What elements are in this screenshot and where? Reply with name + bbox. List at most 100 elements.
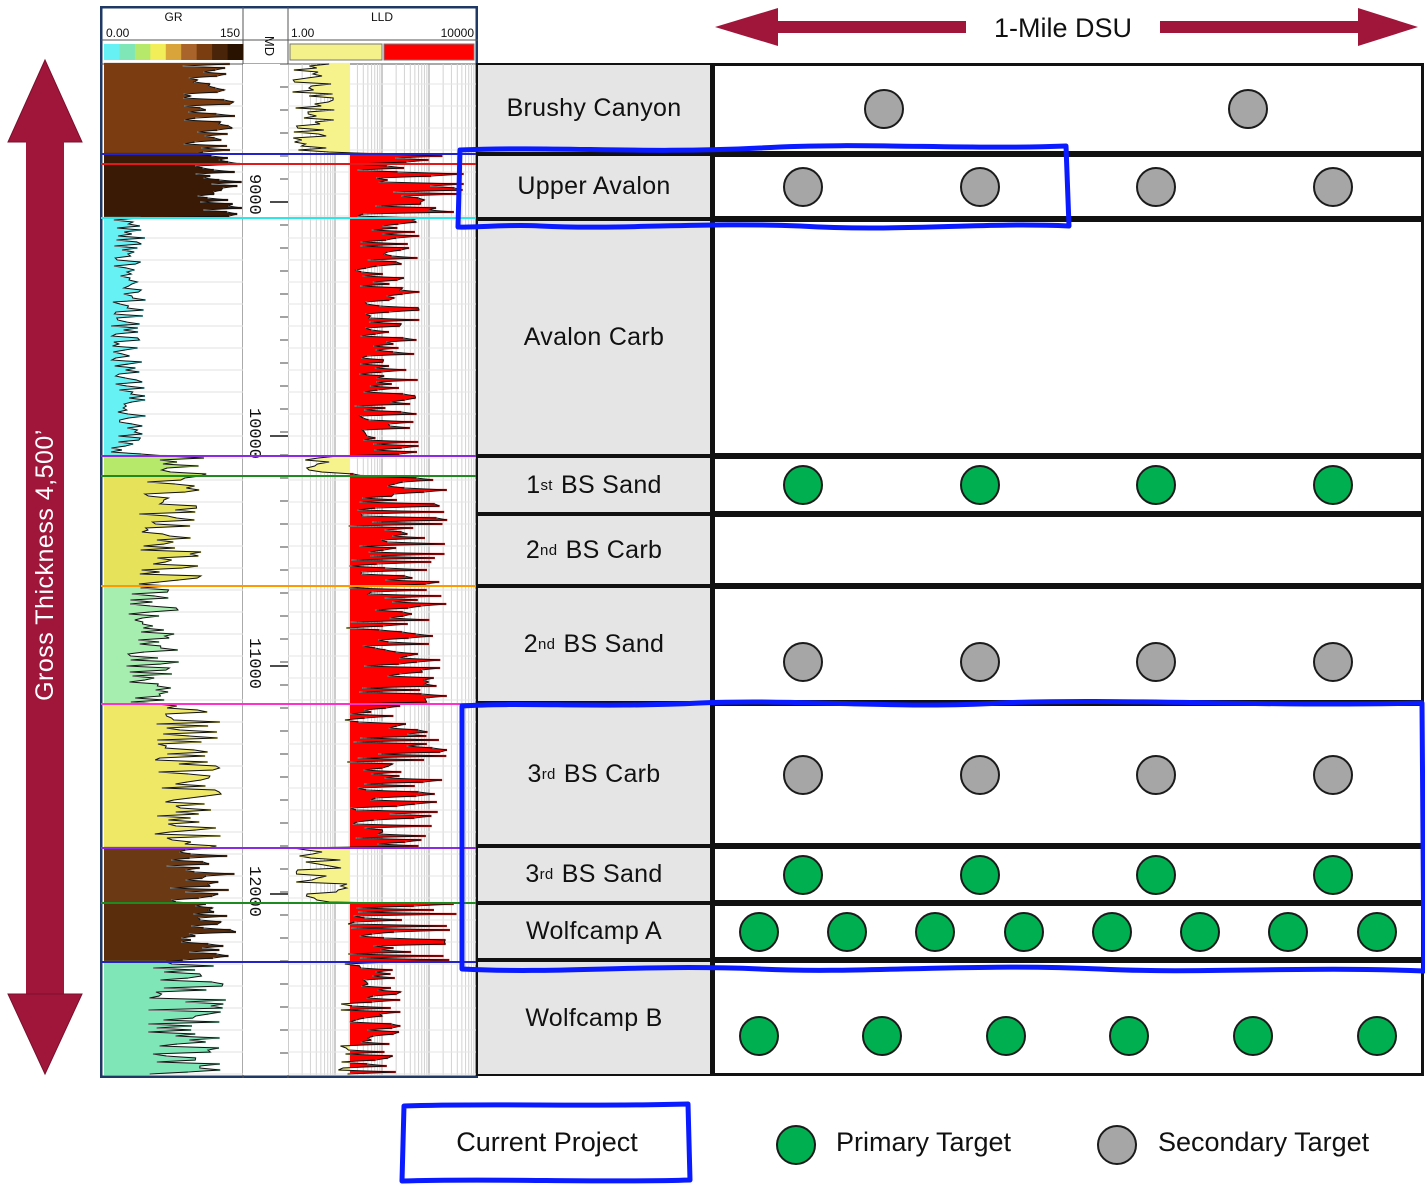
secondary-target-well: [1136, 166, 1177, 207]
gr-color-scale: [227, 44, 244, 60]
primary-target-well: [783, 854, 824, 895]
formation-name-text: Avalon Carb: [523, 323, 665, 351]
gross-arrow-bottom-head: [7, 993, 83, 1076]
secondary-target-well: [1312, 754, 1353, 795]
gr-color-scale: [134, 44, 151, 60]
gr-color-scale: [104, 44, 120, 60]
lld-track-title: LLD: [371, 10, 393, 24]
lld-scale-low: [289, 43, 383, 61]
secondary-target-well: [1312, 642, 1353, 683]
gr-track-max: 150: [220, 26, 240, 40]
formation-well-cell: [712, 903, 1424, 960]
formation-name: Brushy Canyon: [476, 63, 712, 154]
secondary-target-well: [1312, 166, 1353, 207]
secondary-target-well: [783, 754, 824, 795]
primary-target-well: [1091, 911, 1132, 952]
primary-target-well: [783, 465, 824, 505]
primary-target-well: [1136, 465, 1177, 505]
primary-target-well: [1356, 911, 1397, 952]
primary-target-well: [1180, 911, 1221, 952]
gr-color-scale: [165, 44, 182, 60]
primary-target-well: [915, 911, 956, 952]
formation-well-cell: [712, 703, 1424, 846]
legend-primary-icon: [776, 1125, 816, 1165]
formation-well-cell: [712, 846, 1424, 903]
primary-target-well: [1136, 854, 1177, 895]
gross-arrow-shaft: [26, 140, 64, 998]
formation-name-text: Wolfcamp A: [526, 917, 662, 945]
md-depth-label: 9000: [244, 174, 263, 215]
dsu-arrow-right-shaft: [1160, 21, 1360, 33]
formation-well-cell: [712, 63, 1424, 154]
primary-target-well: [1312, 854, 1353, 895]
dsu-arrow-left-shaft: [776, 21, 966, 33]
legend-current-project: Current Project: [456, 1126, 638, 1157]
formation-name-text: Wolfcamp B: [525, 1003, 663, 1032]
lld-track-min: 1.00: [291, 26, 315, 40]
formation-row: Wolfcamp B: [476, 960, 1424, 1076]
dsu-arrow: [715, 8, 1418, 46]
formation-well-cell: [712, 456, 1424, 514]
formation-name-ordinal: st: [540, 476, 553, 494]
primary-target-well: [1268, 911, 1309, 952]
legend-secondary-label: Secondary Target: [1158, 1127, 1370, 1157]
gross-arrow-top-head: [7, 58, 83, 143]
gr-color-scale: [181, 44, 198, 60]
dsu-arrow-right-head: [1358, 8, 1418, 46]
formation-name: Wolfcamp A: [476, 903, 712, 960]
formation-well-cell: [712, 586, 1424, 703]
gr-curve: [110, 63, 242, 1075]
gr-color-scale: [196, 44, 213, 60]
secondary-target-well: [1228, 88, 1269, 129]
formation-name-rest: BS Sand: [556, 630, 665, 658]
primary-target-well: [1356, 1015, 1397, 1056]
legend-secondary-icon: [1097, 1125, 1137, 1165]
secondary-target-well: [1136, 642, 1177, 683]
primary-target-well: [827, 911, 868, 952]
formation-row: Brushy Canyon: [476, 63, 1424, 154]
primary-target-well: [1312, 465, 1353, 505]
lld-scale-high: [383, 43, 475, 61]
md-depth-label: 10000: [244, 408, 263, 459]
secondary-target-well: [959, 642, 1000, 683]
formation-row: Wolfcamp A: [476, 903, 1424, 960]
formation-name-ordinal: nd: [537, 636, 556, 653]
formation-name-rest: BS Carb: [556, 760, 661, 788]
formation-name-rest: BS Carb: [558, 535, 663, 564]
dsu-label: 1-Mile DSU: [970, 8, 1156, 48]
formation-name: Wolfcamp B: [476, 960, 712, 1076]
formation-row: Upper Avalon: [476, 154, 1424, 219]
formation-well-cell: [712, 960, 1424, 1076]
gr-track-min: 0.00: [106, 26, 130, 40]
formation-name-ordinal: nd: [540, 541, 558, 559]
gr-color-scale: [150, 44, 167, 60]
primary-target-well: [1003, 911, 1044, 952]
secondary-target-well: [959, 754, 1000, 795]
formation-well-cell: [712, 219, 1424, 456]
gr-color-scale: [119, 44, 136, 60]
primary-target-well: [959, 854, 1000, 895]
formation-name-rest: BS Sand: [554, 860, 663, 888]
secondary-target-well: [959, 166, 1000, 207]
lld-curve: [292, 63, 464, 1075]
formation-name: Upper Avalon: [476, 154, 712, 219]
secondary-target-well: [1136, 754, 1177, 795]
formation-name-text: 2: [525, 535, 541, 564]
primary-target-well: [1232, 1015, 1273, 1056]
secondary-target-well: [783, 166, 824, 207]
formation-name-text: Upper Avalon: [517, 172, 671, 200]
gr-track-title: GR: [165, 10, 183, 24]
primary-target-well: [862, 1015, 903, 1056]
primary-target-well: [738, 911, 779, 952]
formation-name-text: 2: [523, 630, 538, 658]
well-log: GR 0.00 150 LLD 1.00 10000 MD 9000 10000 11000 120…: [100, 6, 478, 1078]
